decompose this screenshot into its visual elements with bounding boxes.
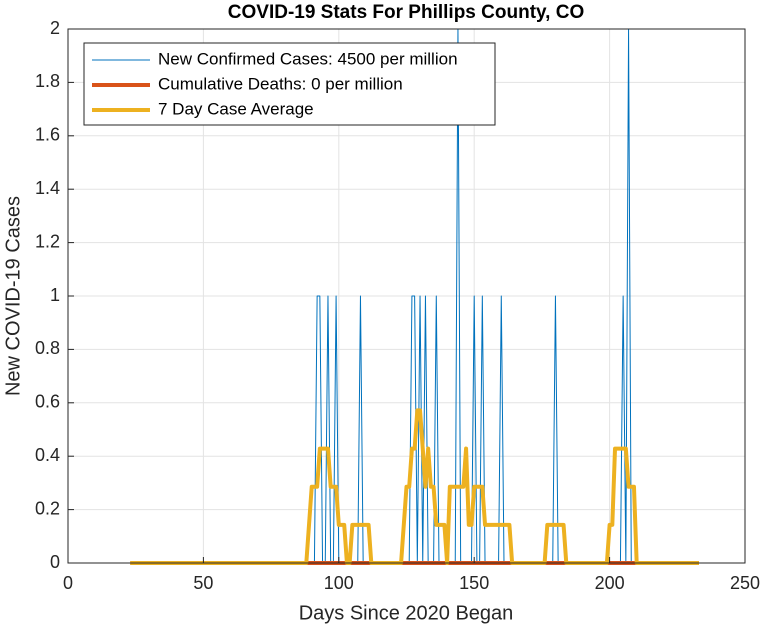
y-tick-label: 2	[50, 18, 60, 38]
x-tick-label: 150	[459, 573, 489, 593]
y-tick-label: 0.2	[35, 498, 60, 518]
x-axis-label: Days Since 2020 Began	[299, 602, 514, 624]
y-tick-label: 0.4	[35, 445, 60, 465]
legend: New Confirmed Cases: 4500 per million Cum…	[83, 42, 496, 126]
y-tick-label: 0	[50, 552, 60, 572]
y-tick-label: 1.6	[35, 125, 60, 145]
legend-label: 7 Day Case Average	[158, 99, 314, 118]
legend-box	[83, 42, 496, 126]
y-tick-label: 0.8	[35, 338, 60, 358]
legend-label: New Confirmed Cases: 4500 per million	[158, 49, 458, 68]
x-tick-label: 100	[324, 573, 354, 593]
x-tick-label: 200	[595, 573, 625, 593]
y-tick-label: 1.4	[35, 178, 60, 198]
y-tick-label: 1.8	[35, 71, 60, 91]
y-tick-label: 0.6	[35, 392, 60, 412]
y-tick-label: 1.2	[35, 231, 60, 251]
y-tick-label: 1	[50, 285, 60, 305]
ticks: 0 50 100 150 200 250 0 0.2 0.4 0.6 0.8 1 1.2 1.4 1.6 1.…	[35, 18, 760, 593]
chart-title: COVID-19 Stats For Phillips County, CO	[228, 2, 584, 23]
x-tick-label: 250	[730, 573, 760, 593]
legend-label: Cumulative Deaths: 0 per million	[158, 74, 403, 93]
x-tick-label: 50	[193, 573, 213, 593]
y-axis-label: New COVID-19 Cases	[2, 196, 24, 396]
x-tick-label: 0	[63, 573, 73, 593]
